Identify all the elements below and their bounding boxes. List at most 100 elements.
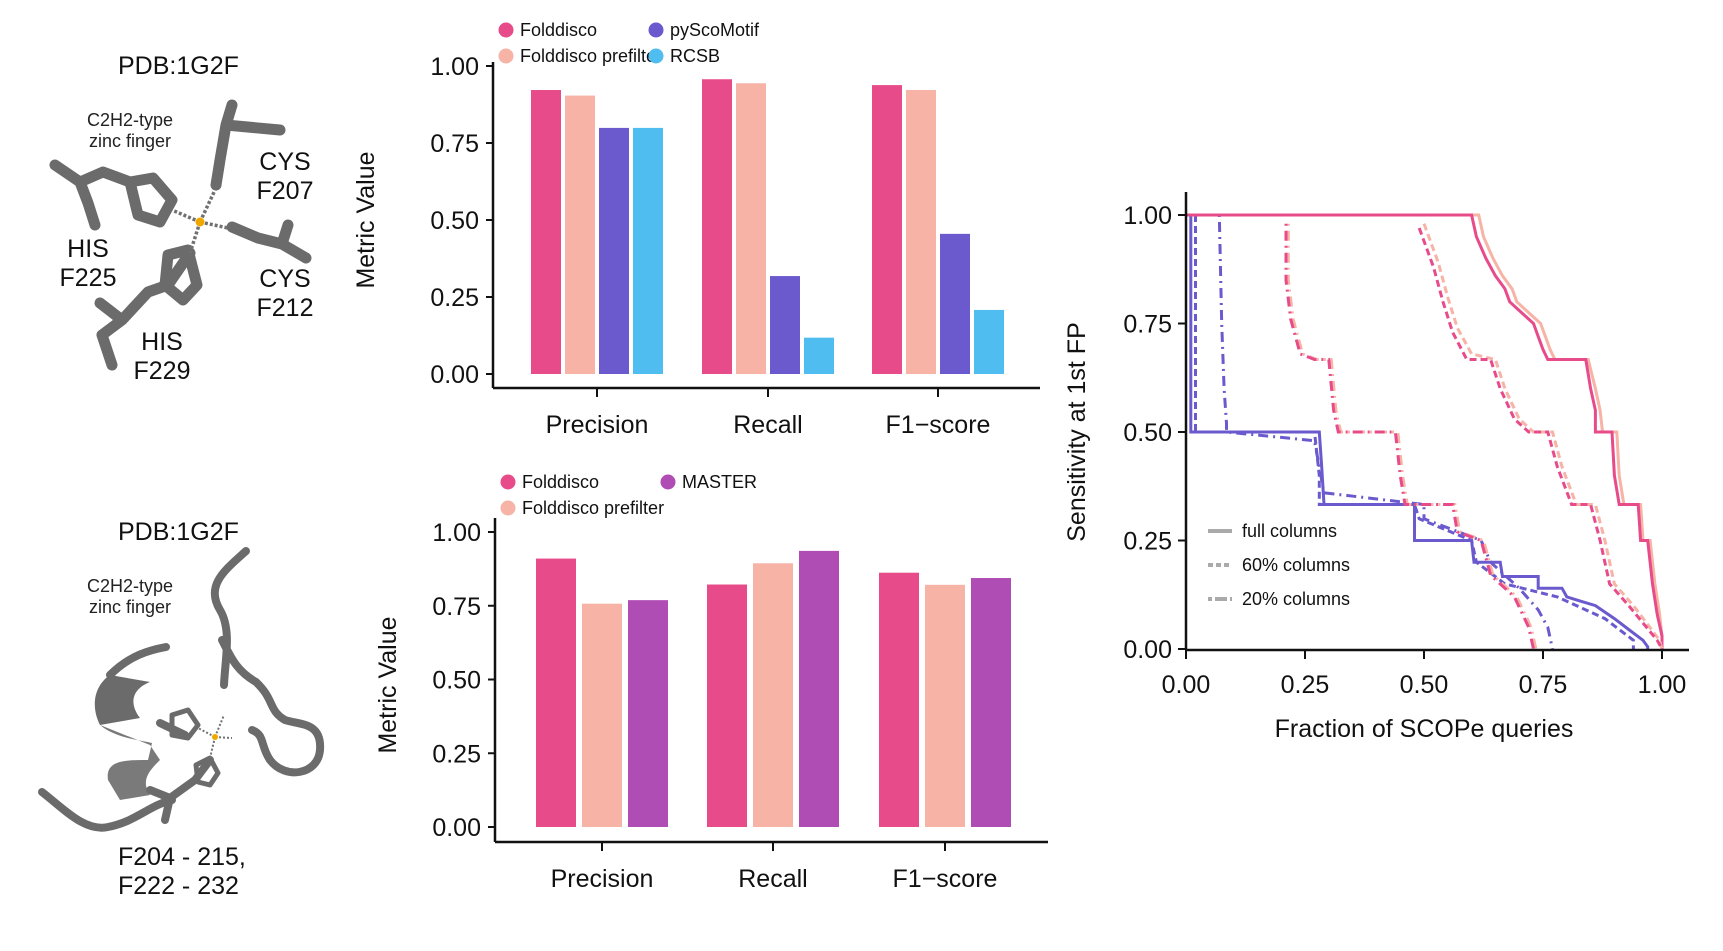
legend-swatch-icon (648, 48, 664, 64)
y-tick-label: 0.75 (432, 593, 481, 621)
backbone-coil (210, 547, 325, 777)
y-tick-label: 0.50 (430, 207, 479, 235)
legend-item: MASTER (660, 472, 757, 492)
x-tick-label: 0.75 (1519, 671, 1568, 699)
top-structure-title: PDB:1G2F (118, 52, 239, 80)
coordination-bond (214, 736, 233, 739)
x-tick-label: 0.00 (1162, 671, 1211, 699)
legend-item: RCSB (648, 46, 720, 66)
bar-master-precision (628, 600, 668, 827)
bar-folddisco-prefilter-precision (565, 95, 595, 375)
his-f225-sidechain (49, 159, 136, 231)
legend-swatch-icon (498, 22, 514, 38)
legend-swatch-icon (500, 500, 516, 516)
y-tick-label: 0.00 (430, 361, 479, 389)
bar-folddisco-prefilter-f1score (906, 90, 936, 375)
legend-item-solid: full columns (1208, 521, 1337, 541)
bar-folddisco-prefilter-recall (736, 83, 766, 375)
legend-label: pyScoMotif (670, 20, 760, 40)
coordination-bond (209, 736, 216, 759)
coordination-bond (188, 221, 202, 254)
legend-item: Folddisco (500, 472, 599, 492)
bar-pyscomotif-precision (599, 127, 629, 375)
cys-f212-sidechain (226, 219, 312, 264)
top-structure-subtitle: C2H2-type zinc finger (65, 110, 195, 152)
bottom-structure-subtitle-line1: C2H2-type (86, 576, 174, 596)
x-tick-label: F1−score (893, 865, 998, 893)
bottom-structure-title: PDB:1G2F (118, 518, 239, 546)
bar-folddisco-recall (702, 79, 732, 374)
legend-label: Folddisco prefilter (520, 46, 662, 66)
zinc-ion (212, 734, 218, 740)
residue-id: F229 (133, 357, 191, 385)
residue-label-cys-f212: CYS F212 (250, 265, 320, 323)
y-axis-title: Metric Value (352, 151, 380, 288)
x-tick-label: Precision (546, 411, 649, 439)
his-f229-ring (159, 244, 203, 306)
legend-swatch-icon (498, 48, 514, 64)
legend-label: full columns (1242, 521, 1337, 541)
his-f225-ring (124, 172, 178, 228)
x-tick-label: 1.00 (1638, 671, 1687, 699)
bar-folddisco-f1score (872, 85, 902, 374)
cys-f207-sidechain (210, 99, 286, 191)
residue-label-cys-f207: CYS F207 (250, 148, 320, 206)
coordination-bond (197, 727, 216, 738)
bar-pyscomotif-f1score (940, 233, 970, 374)
legend-label: Folddisco (522, 472, 599, 492)
y-tick-label: 0.75 (430, 130, 479, 158)
bar-folddisco-prefilter-f1score (925, 584, 965, 827)
bar-folddisco-f1score (879, 572, 919, 827)
bar-chart-master: Folddisco Folddisco prefilter MASTER Metri… (374, 472, 1048, 893)
legend-label: Folddisco (520, 20, 597, 40)
bar-rcsb-f1score (974, 309, 1004, 374)
curve-pyscomotif-20-columns (1217, 214, 1554, 650)
y-tick-label: 0.50 (1123, 419, 1172, 447)
bottom-structure-subtitle-line2: zinc finger (88, 597, 172, 617)
legend-item: pyScoMotif (648, 20, 760, 40)
backbone-coil (106, 643, 170, 679)
curve-folddisco-prefilter-60-columns (1422, 223, 1664, 650)
bar-pyscomotif-recall (770, 276, 800, 374)
residue-range-line1: F204 - 215, (118, 843, 246, 871)
bar-folddisco-prefilter-precision (582, 603, 622, 827)
residue-name: CYS (259, 148, 311, 176)
residue-id: F212 (256, 294, 314, 322)
sensitivity-step-chart: Sensitivity at 1st FP Fraction of SCOPe … (1063, 192, 1689, 743)
legend-swatch-icon (500, 474, 516, 490)
y-tick-label: 1.00 (1123, 202, 1172, 230)
residue-id: F225 (59, 264, 117, 292)
x-tick-label: Precision (551, 865, 654, 893)
curve-folddisco-60-columns (1417, 227, 1664, 650)
x-axis-title: Fraction of SCOPe queries (1275, 715, 1574, 743)
x-tick-label: 0.50 (1400, 671, 1449, 699)
residue-range-label: F204 - 215, F222 - 232 (118, 843, 246, 901)
backbone-coil (38, 788, 176, 832)
x-tick-label: Recall (738, 865, 807, 893)
y-tick-label: 0.25 (432, 740, 481, 768)
x-tick-label: 0.25 (1281, 671, 1330, 699)
y-tick-label: 1.00 (432, 519, 481, 547)
y-tick-label: 0.25 (430, 284, 479, 312)
y-tick-label: 0.00 (1123, 636, 1172, 664)
legend-item-dashed: 60% columns (1208, 555, 1350, 575)
line-style-legend: full columns 60% columns 20% columns (1208, 521, 1350, 609)
bottom-structure-subtitle: C2H2-type zinc finger (65, 576, 195, 618)
bar-folddisco-precision (531, 90, 561, 375)
his-ring (193, 755, 221, 788)
curve-folddisco-20-columns (1284, 223, 1535, 650)
legend-swatch-icon (648, 22, 664, 38)
legend-swatch-icon (660, 474, 676, 490)
curve-folddisco-full-columns (1186, 213, 1664, 649)
y-axis-title: Sensitivity at 1st FP (1063, 322, 1091, 542)
legend-label: 20% columns (1242, 589, 1350, 609)
x-tick-label: F1−score (886, 411, 991, 439)
chart-legend: Folddisco Folddisco prefilter MASTER (500, 472, 757, 518)
residue-name: HIS (67, 235, 109, 263)
legend-label: MASTER (682, 472, 757, 492)
y-tick-label: 0.25 (1123, 528, 1172, 556)
bar-rcsb-recall (804, 337, 834, 374)
residue-name: HIS (141, 328, 183, 356)
bar-folddisco-precision (536, 558, 576, 827)
residue-range-line2: F222 - 232 (118, 872, 239, 900)
